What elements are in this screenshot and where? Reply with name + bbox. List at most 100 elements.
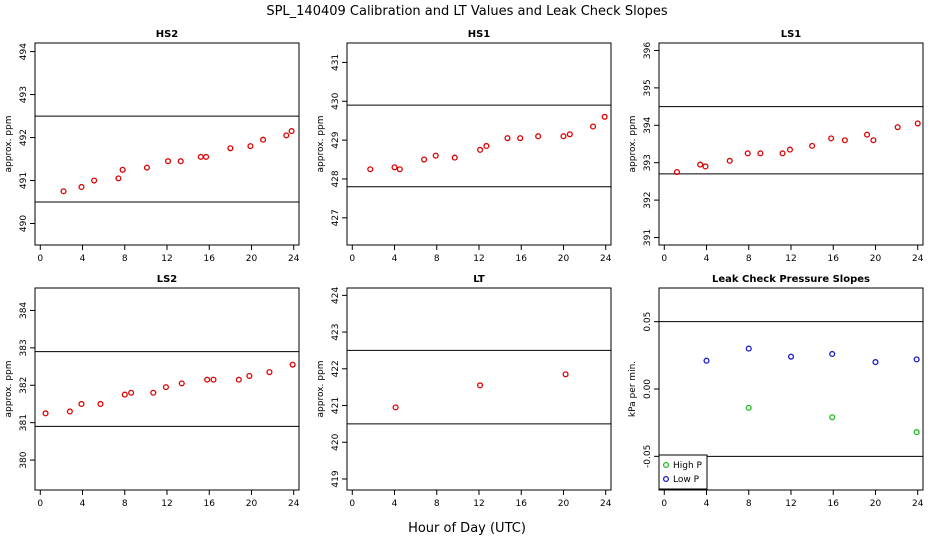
y-tick-label: 430 (331, 92, 341, 109)
data-point (562, 371, 569, 378)
x-tick-label: 4 (392, 499, 398, 509)
data-point (396, 166, 403, 173)
data-point (744, 150, 751, 157)
data-point (392, 404, 399, 411)
data-point (121, 391, 128, 398)
x-tick-label: 8 (434, 254, 440, 264)
data-point (91, 177, 98, 184)
x-tick-label: 24 (912, 499, 924, 509)
data-point (703, 357, 710, 364)
data-point (203, 153, 210, 160)
panel-2: LS1 approx. ppm 0 4 8 12 16 20 24 391 392 393 394 395… (628, 29, 924, 264)
data-point (829, 414, 836, 421)
plot-frame (346, 287, 612, 491)
data-point (246, 372, 253, 379)
data-point (566, 131, 573, 138)
y-tick-label: -0.05 (643, 445, 653, 468)
data-point (60, 188, 67, 195)
x-tick-label: 20 (558, 499, 570, 509)
data-point (42, 410, 49, 417)
data-point (283, 132, 290, 139)
data-point (828, 135, 835, 142)
data-point (115, 175, 122, 182)
x-tick-label: 12 (473, 499, 484, 509)
data-point (150, 389, 157, 396)
data-point (477, 146, 484, 153)
x-tick-label: 20 (870, 254, 882, 264)
x-tick-label: 4 (704, 499, 710, 509)
y-axis-label: approx. ppm (316, 116, 326, 173)
data-point (288, 128, 295, 135)
data-point (786, 146, 793, 153)
y-tick-label: 490 (19, 215, 29, 232)
y-tick-label: 423 (331, 323, 341, 340)
data-point (726, 157, 733, 164)
x-tick-label: 8 (122, 254, 128, 264)
legend: High P Low P (658, 454, 708, 490)
data-point (504, 135, 511, 142)
x-tick-label: 8 (746, 499, 752, 509)
y-tick-label: 431 (331, 54, 341, 71)
legend-marker (662, 475, 670, 483)
data-point (601, 113, 608, 120)
data-point (235, 376, 242, 383)
x-tick-label: 24 (288, 254, 300, 264)
data-point (210, 376, 217, 383)
data-point (535, 133, 542, 140)
data-point (66, 408, 73, 415)
data-point (829, 350, 836, 358)
x-tick-label: 0 (349, 499, 355, 509)
legend-label: High P (673, 461, 703, 471)
data-point (673, 169, 681, 176)
data-point (779, 150, 786, 157)
y-tick-label: 394 (643, 116, 653, 133)
y-axis-label: approx. ppm (316, 361, 326, 418)
y-tick-label: 392 (643, 192, 653, 209)
data-point (870, 137, 877, 144)
plot-frame (346, 42, 612, 246)
data-point (560, 133, 567, 140)
y-tick-label: 0.05 (643, 312, 653, 332)
y-tick-label: 384 (19, 302, 29, 319)
x-tick-label: 20 (246, 499, 258, 509)
y-tick-label: 420 (331, 433, 341, 450)
y-tick-label: 0.00 (643, 379, 653, 399)
legend-box (658, 454, 708, 490)
panel-1: HS1 approx. ppm 0 4 8 12 16 20 24 427 428 429 430 431 (316, 29, 612, 264)
data-point (477, 382, 484, 389)
data-point (165, 158, 172, 165)
data-point (204, 376, 211, 383)
data-point (247, 143, 254, 150)
data-point (914, 120, 921, 127)
data-point (421, 156, 428, 163)
x-tick-label: 16 (828, 499, 840, 509)
panel-title: LS2 (157, 274, 178, 285)
x-tick-label: 4 (704, 254, 710, 264)
data-point (177, 158, 184, 165)
y-tick-label: 422 (331, 360, 341, 377)
panel-4: LT approx. ppm 0 4 8 12 16 20 24 419 420 421 422 423 4… (316, 274, 612, 509)
x-tick-label: 12 (785, 499, 796, 509)
data-point (745, 345, 752, 352)
y-tick-label: 382 (19, 377, 29, 394)
data-point (872, 359, 879, 366)
x-tick-label: 12 (473, 254, 484, 264)
data-point (451, 154, 458, 161)
x-tick-label: 16 (516, 499, 528, 509)
data-point (391, 164, 398, 171)
data-point (260, 136, 267, 143)
panel-title: HS2 (156, 29, 179, 40)
x-tick-label: 12 (161, 499, 172, 509)
x-tick-label: 20 (870, 499, 882, 509)
x-tick-label: 20 (558, 254, 570, 264)
x-axis-label: Hour of Day (UTC) (408, 521, 526, 536)
panel-title: LS1 (781, 29, 802, 40)
x-tick-label: 24 (600, 499, 612, 509)
figure-title: SPL_140409 Calibration and LT Values and… (266, 4, 668, 19)
x-tick-label: 16 (204, 254, 216, 264)
data-point (432, 152, 439, 159)
x-tick-label: 8 (122, 499, 128, 509)
data-point (78, 400, 85, 408)
panel-0: HS2 approx. ppm 0 4 8 12 16 20 24 490 491 492 493 494 (4, 29, 300, 264)
data-point (483, 142, 490, 149)
